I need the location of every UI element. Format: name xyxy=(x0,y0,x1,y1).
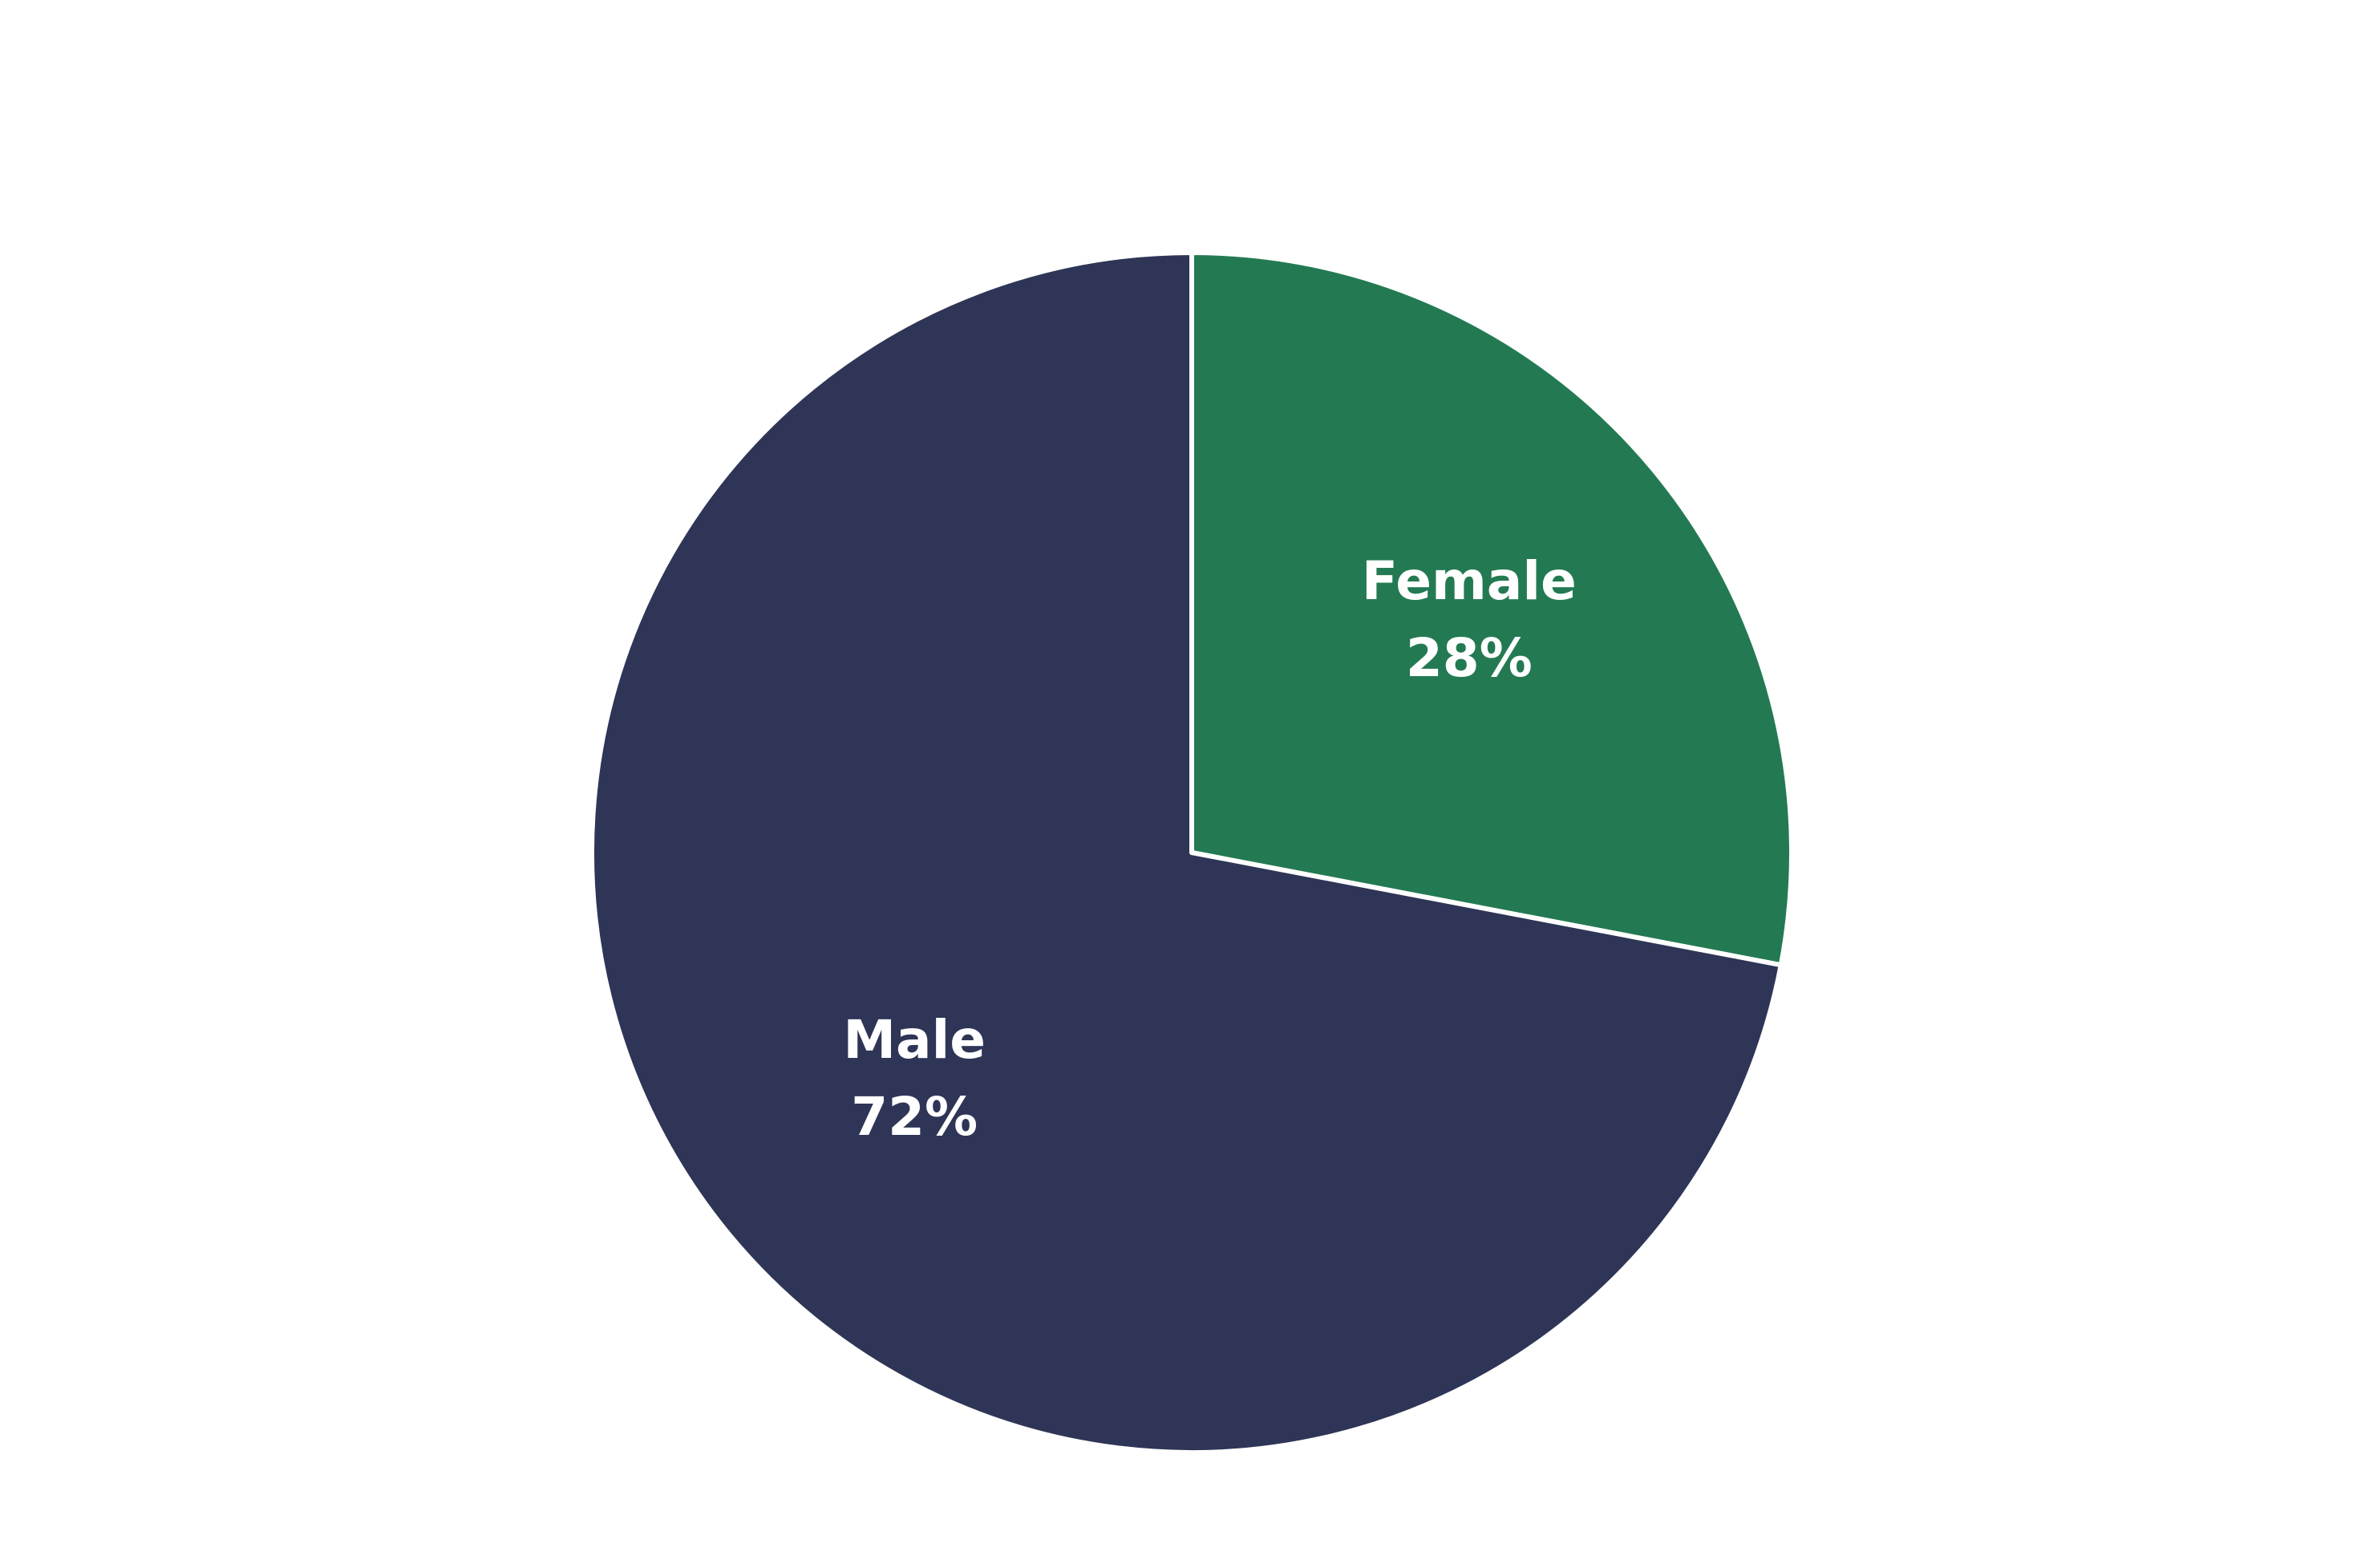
slice-label: Male xyxy=(843,1009,986,1071)
slice-label: Female xyxy=(1362,550,1577,612)
pie-slice xyxy=(1189,250,1794,968)
pie-slice xyxy=(589,250,1784,1455)
slice-value-label: 28% xyxy=(1406,627,1533,689)
slice-value-label: 72% xyxy=(851,1086,978,1148)
